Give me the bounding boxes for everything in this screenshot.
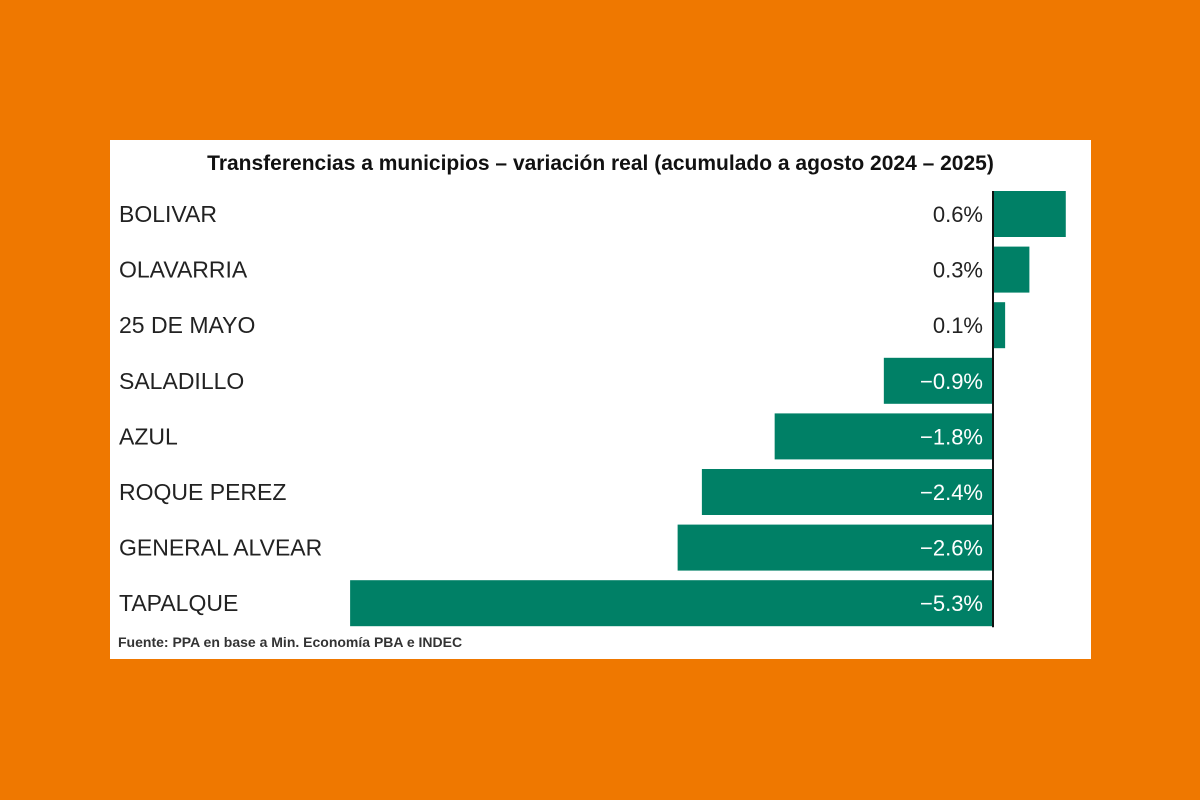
value-label: −0.9% <box>920 369 983 394</box>
bar <box>993 191 1066 237</box>
bar <box>774 413 993 460</box>
bar <box>993 246 1030 293</box>
value-label: −2.6% <box>920 536 983 561</box>
bar <box>993 302 1006 349</box>
category-label: GENERAL ALVEAR <box>119 535 322 561</box>
category-label: TAPALQUE <box>119 590 238 616</box>
value-label: −1.8% <box>920 424 983 449</box>
category-label: BOLIVAR <box>119 201 217 227</box>
value-label: 0.6% <box>933 202 983 227</box>
value-label: 0.1% <box>933 313 983 338</box>
value-label: 0.3% <box>933 258 983 283</box>
category-label: AZUL <box>119 423 178 449</box>
category-label: OLAVARRIA <box>119 257 248 283</box>
bar <box>677 524 993 571</box>
category-label: 25 DE MAYO <box>119 312 255 338</box>
chart-title: Transferencias a municipios – variación … <box>207 152 994 175</box>
category-label: ROQUE PEREZ <box>119 479 286 505</box>
bar <box>701 469 993 515</box>
bar-chart: BOLIVAR 0.6% OLAVARRIA 0.3% 25 DE MAYO 0.1% SA… <box>119 191 1066 628</box>
value-label: −2.4% <box>920 480 983 505</box>
value-label: −5.3% <box>920 591 983 616</box>
category-label: SALADILLO <box>119 368 244 394</box>
bar <box>350 580 993 627</box>
bar <box>883 357 993 404</box>
chart-card: Transferencias a municipios – variación … <box>110 140 1091 659</box>
source-note: Fuente: PPA en base a Min. Economía PBA … <box>118 634 463 650</box>
